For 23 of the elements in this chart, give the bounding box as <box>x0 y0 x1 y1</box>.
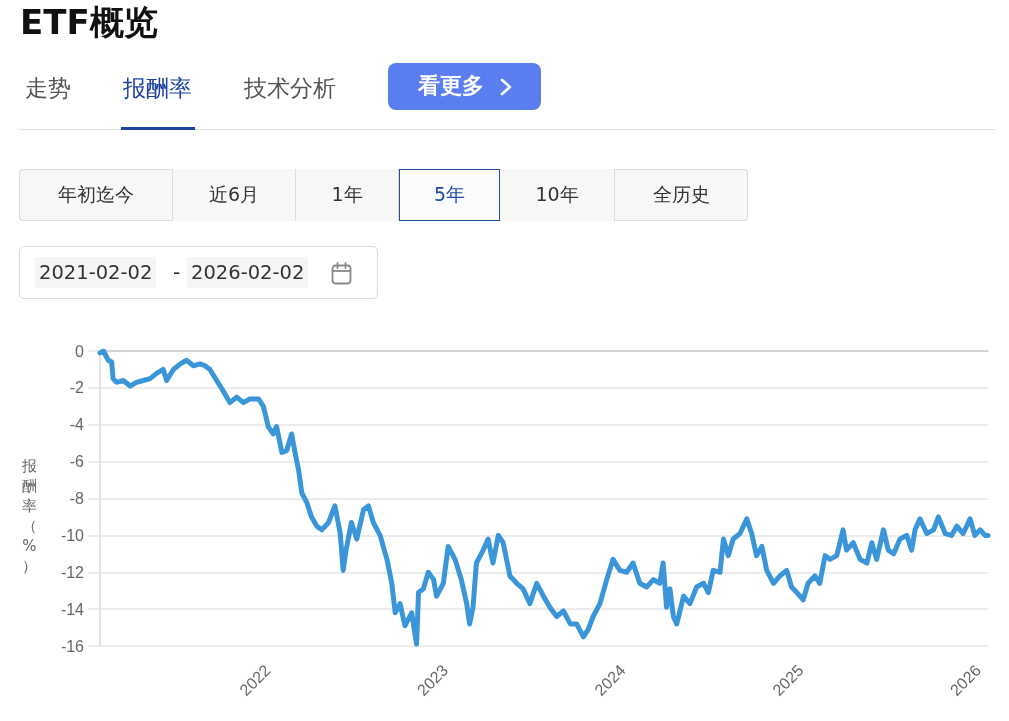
y-tick-label: 0 <box>75 342 85 360</box>
tab-label: 技术分析 <box>244 74 336 103</box>
y-axis-title: 报酬率（%） <box>21 456 38 576</box>
y-tick-label: -12 <box>60 563 85 581</box>
more-button: 看更多 <box>388 63 541 110</box>
period-button: 1年 <box>296 169 399 221</box>
period-button: 年初迄今 <box>19 169 173 221</box>
y-tick-label: -2 <box>69 379 85 397</box>
y-tick-label: -10 <box>60 526 85 544</box>
y-tick-label: -8 <box>69 490 85 507</box>
y-tick-label: -14 <box>60 600 85 618</box>
date-range-field: 2021-02-02 - 2026-02-02 <box>19 246 378 299</box>
period-button: 10年 <box>500 169 615 221</box>
date-input: 2026-02-02 <box>187 257 309 288</box>
date-input: 2021-02-02 <box>35 257 157 288</box>
y-tick-label: -6 <box>69 453 85 471</box>
period-button: 5年 <box>399 169 500 221</box>
period-button: 近6月 <box>173 169 296 221</box>
tab-label: 报酬率 <box>123 74 192 103</box>
y-tick-label: -16 <box>60 637 85 655</box>
chart-title: ETF概览 <box>20 1 158 43</box>
y-tick-label: -4 <box>69 416 85 434</box>
tab-label: 走势 <box>25 74 71 103</box>
